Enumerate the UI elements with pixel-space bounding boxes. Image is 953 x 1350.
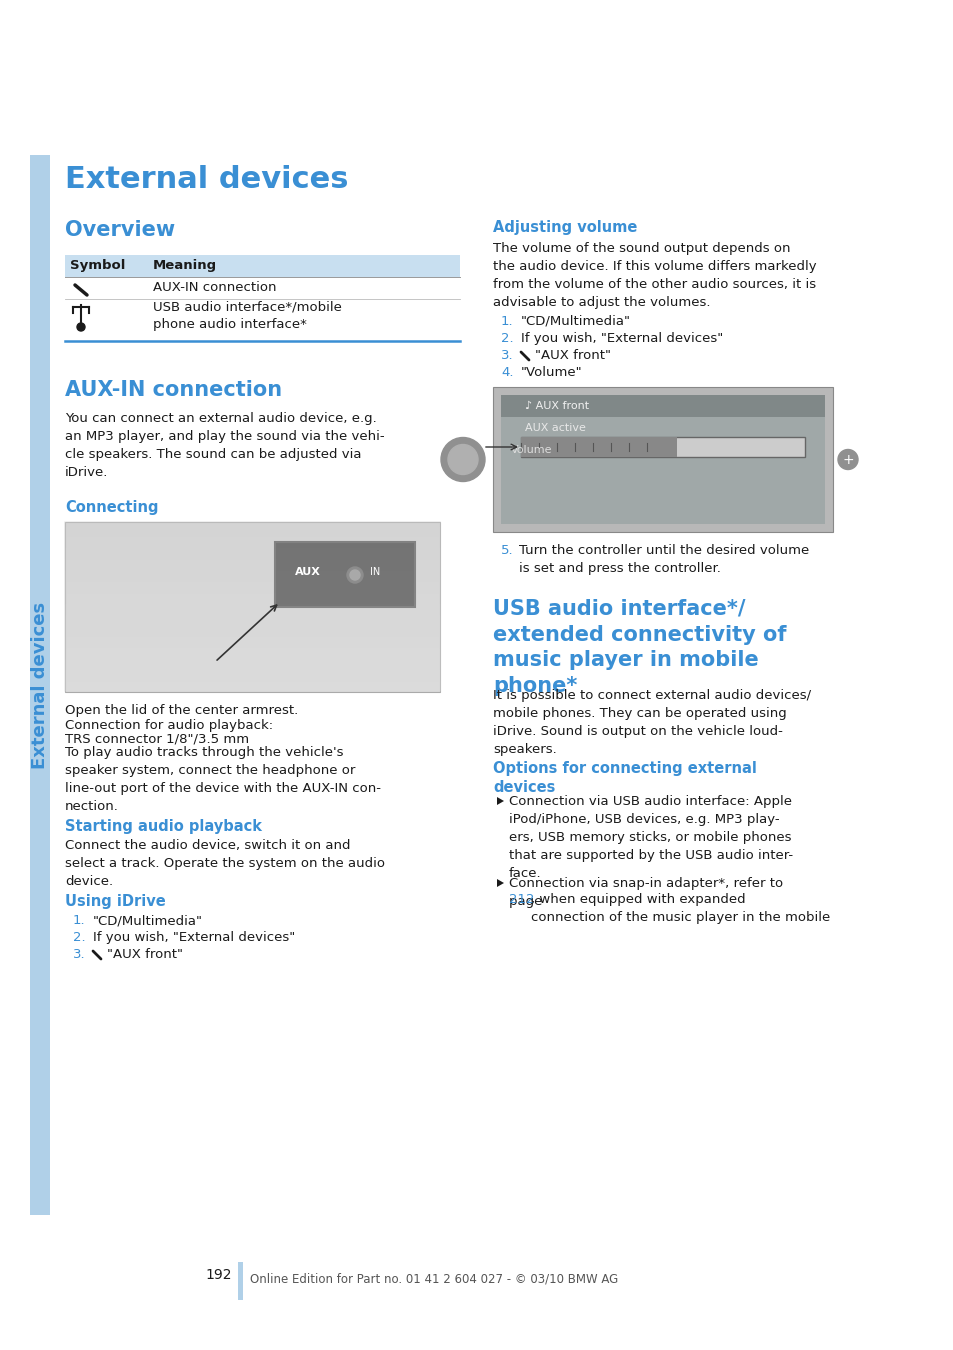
Bar xyxy=(520,437,804,458)
Text: 192: 192 xyxy=(205,1268,232,1282)
Text: External devices: External devices xyxy=(30,602,49,768)
Bar xyxy=(500,396,824,417)
Text: USB audio interface*/mobile
phone audio interface*: USB audio interface*/mobile phone audio … xyxy=(152,301,341,331)
Text: +: + xyxy=(841,452,853,467)
Text: 1.: 1. xyxy=(500,315,513,328)
Text: 3.: 3. xyxy=(500,350,513,362)
Text: Turn the controller until the desired volume
is set and press the controller.: Turn the controller until the desired vo… xyxy=(518,544,808,575)
Text: Adjusting volume: Adjusting volume xyxy=(493,220,637,235)
Bar xyxy=(237,1262,243,1300)
Circle shape xyxy=(347,567,363,583)
Text: 2.: 2. xyxy=(73,931,86,944)
Text: AUX: AUX xyxy=(294,567,320,576)
Text: Open the lid of the center armrest.: Open the lid of the center armrest. xyxy=(65,703,298,717)
Text: Connection via snap-in adapter*, refer to
page: Connection via snap-in adapter*, refer t… xyxy=(509,878,782,909)
Text: Meaning: Meaning xyxy=(152,259,217,271)
Text: Options for connecting external
devices: Options for connecting external devices xyxy=(493,761,756,795)
Text: Connecting: Connecting xyxy=(65,500,158,514)
Text: "AUX front": "AUX front" xyxy=(535,350,610,362)
Text: It is possible to connect external audio devices/
mobile phones. They can be ope: It is possible to connect external audio… xyxy=(493,688,810,756)
Text: 2.: 2. xyxy=(500,332,513,346)
Bar xyxy=(274,541,415,608)
Bar xyxy=(520,437,677,458)
Text: Connection via USB audio interface: Apple
iPod/iPhone, USB devices, e.g. MP3 pla: Connection via USB audio interface: Appl… xyxy=(509,795,792,880)
Text: Using iDrive: Using iDrive xyxy=(65,894,166,909)
Text: USB audio interface*/
extended connectivity of
music player in mobile
phone*: USB audio interface*/ extended connectiv… xyxy=(493,599,785,695)
Text: "AUX front": "AUX front" xyxy=(107,948,183,961)
Polygon shape xyxy=(497,796,503,805)
Text: , when equipped with expanded
connection of the music player in the mobile: , when equipped with expanded connection… xyxy=(531,892,829,923)
Text: You can connect an external audio device, e.g.
an MP3 player, and play the sound: You can connect an external audio device… xyxy=(65,412,384,479)
Text: 5.: 5. xyxy=(500,544,513,558)
Bar xyxy=(493,387,832,532)
Text: IN: IN xyxy=(370,567,380,576)
Text: If you wish, "External devices": If you wish, "External devices" xyxy=(520,332,722,346)
Text: TRS connector 1/8"/3.5 mm: TRS connector 1/8"/3.5 mm xyxy=(65,732,249,745)
Circle shape xyxy=(837,450,857,470)
Text: 3.: 3. xyxy=(73,948,86,961)
Text: The volume of the sound output depends on
the audio device. If this volume diffe: The volume of the sound output depends o… xyxy=(493,242,816,309)
Text: Symbol: Symbol xyxy=(70,259,125,271)
Bar xyxy=(65,522,439,693)
Text: Connection for audio playback:: Connection for audio playback: xyxy=(65,720,273,732)
Text: ♪ AUX front: ♪ AUX front xyxy=(524,401,589,410)
Text: External devices: External devices xyxy=(65,165,348,194)
Circle shape xyxy=(448,444,477,474)
Bar xyxy=(65,255,459,277)
Text: AUX-IN connection: AUX-IN connection xyxy=(152,281,276,294)
Polygon shape xyxy=(497,879,503,887)
Bar xyxy=(30,155,50,1215)
Text: Connect the audio device, switch it on and
select a track. Operate the system on: Connect the audio device, switch it on a… xyxy=(65,838,385,888)
Text: Overview: Overview xyxy=(65,220,175,240)
Text: To play audio tracks through the vehicle's
speaker system, connect the headphone: To play audio tracks through the vehicle… xyxy=(65,747,380,813)
Text: "CD/Multimedia": "CD/Multimedia" xyxy=(92,914,203,927)
Text: 212: 212 xyxy=(509,892,534,906)
Circle shape xyxy=(77,323,85,331)
Bar xyxy=(500,396,824,524)
Text: Volume: Volume xyxy=(511,446,552,455)
Text: "CD/Multimedia": "CD/Multimedia" xyxy=(520,315,630,328)
Text: AUX-IN connection: AUX-IN connection xyxy=(65,379,282,400)
Text: Online Edition for Part no. 01 41 2 604 027 - © 03/10 BMW AG: Online Edition for Part no. 01 41 2 604 … xyxy=(250,1272,618,1285)
Text: If you wish, "External devices": If you wish, "External devices" xyxy=(92,931,294,944)
Circle shape xyxy=(350,570,359,580)
Text: 1.: 1. xyxy=(73,914,86,927)
Text: Starting audio playback: Starting audio playback xyxy=(65,819,262,834)
Text: "Volume": "Volume" xyxy=(520,366,582,379)
Circle shape xyxy=(440,437,484,482)
Text: 4.: 4. xyxy=(500,366,513,379)
Text: AUX active: AUX active xyxy=(524,423,585,433)
